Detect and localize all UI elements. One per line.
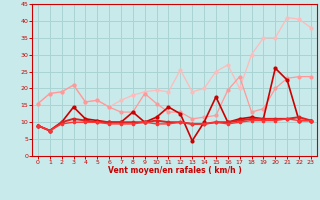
X-axis label: Vent moyen/en rafales ( km/h ): Vent moyen/en rafales ( km/h ) (108, 166, 241, 175)
